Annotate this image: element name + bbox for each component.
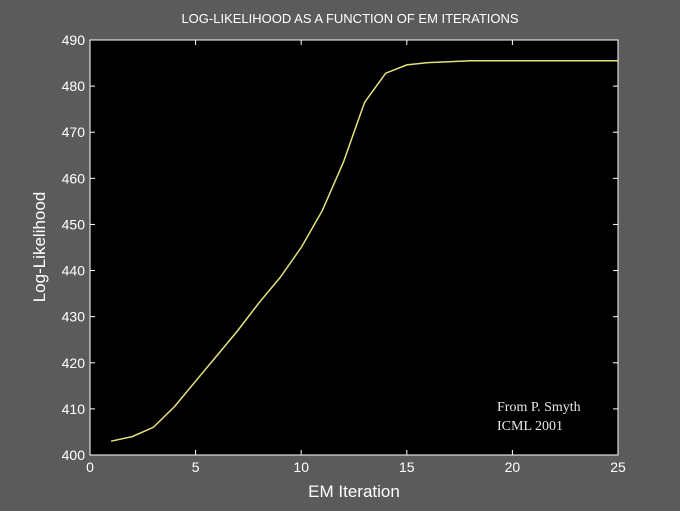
x-tick-label: 15 <box>399 459 415 475</box>
y-tick-label: 420 <box>62 355 86 371</box>
x-axis: 0 5 10 15 20 25 <box>86 40 626 475</box>
x-tick-label: 10 <box>293 459 309 475</box>
y-axis: 400 410 420 430 440 450 460 470 480 490 <box>62 32 618 463</box>
y-tick-label: 470 <box>62 124 86 140</box>
y-tick-label: 440 <box>62 263 86 279</box>
y-axis-title: Log-Likelihood <box>30 192 49 303</box>
x-axis-title: EM Iteration <box>308 482 400 501</box>
series-line <box>110 60 618 442</box>
x-tick-label: 0 <box>86 459 94 475</box>
annotation-source: From P. Smyth <box>497 400 581 415</box>
annotation-venue: ICML 2001 <box>497 419 563 434</box>
y-tick-label: 480 <box>62 78 86 94</box>
y-tick-label: 490 <box>62 32 86 48</box>
y-tick-label: 430 <box>62 309 86 325</box>
x-tick-label: 5 <box>192 459 200 475</box>
chart-title: LOG-LIKELIHOOD AS A FUNCTION OF EM ITERA… <box>181 11 518 26</box>
x-tick-label: 20 <box>505 459 521 475</box>
plot-area <box>89 39 619 456</box>
y-tick-label: 410 <box>62 401 86 417</box>
x-tick-label: 25 <box>610 459 626 475</box>
y-tick-label: 450 <box>62 216 86 232</box>
y-tick-label: 400 <box>62 447 86 463</box>
y-tick-label: 460 <box>62 170 86 186</box>
